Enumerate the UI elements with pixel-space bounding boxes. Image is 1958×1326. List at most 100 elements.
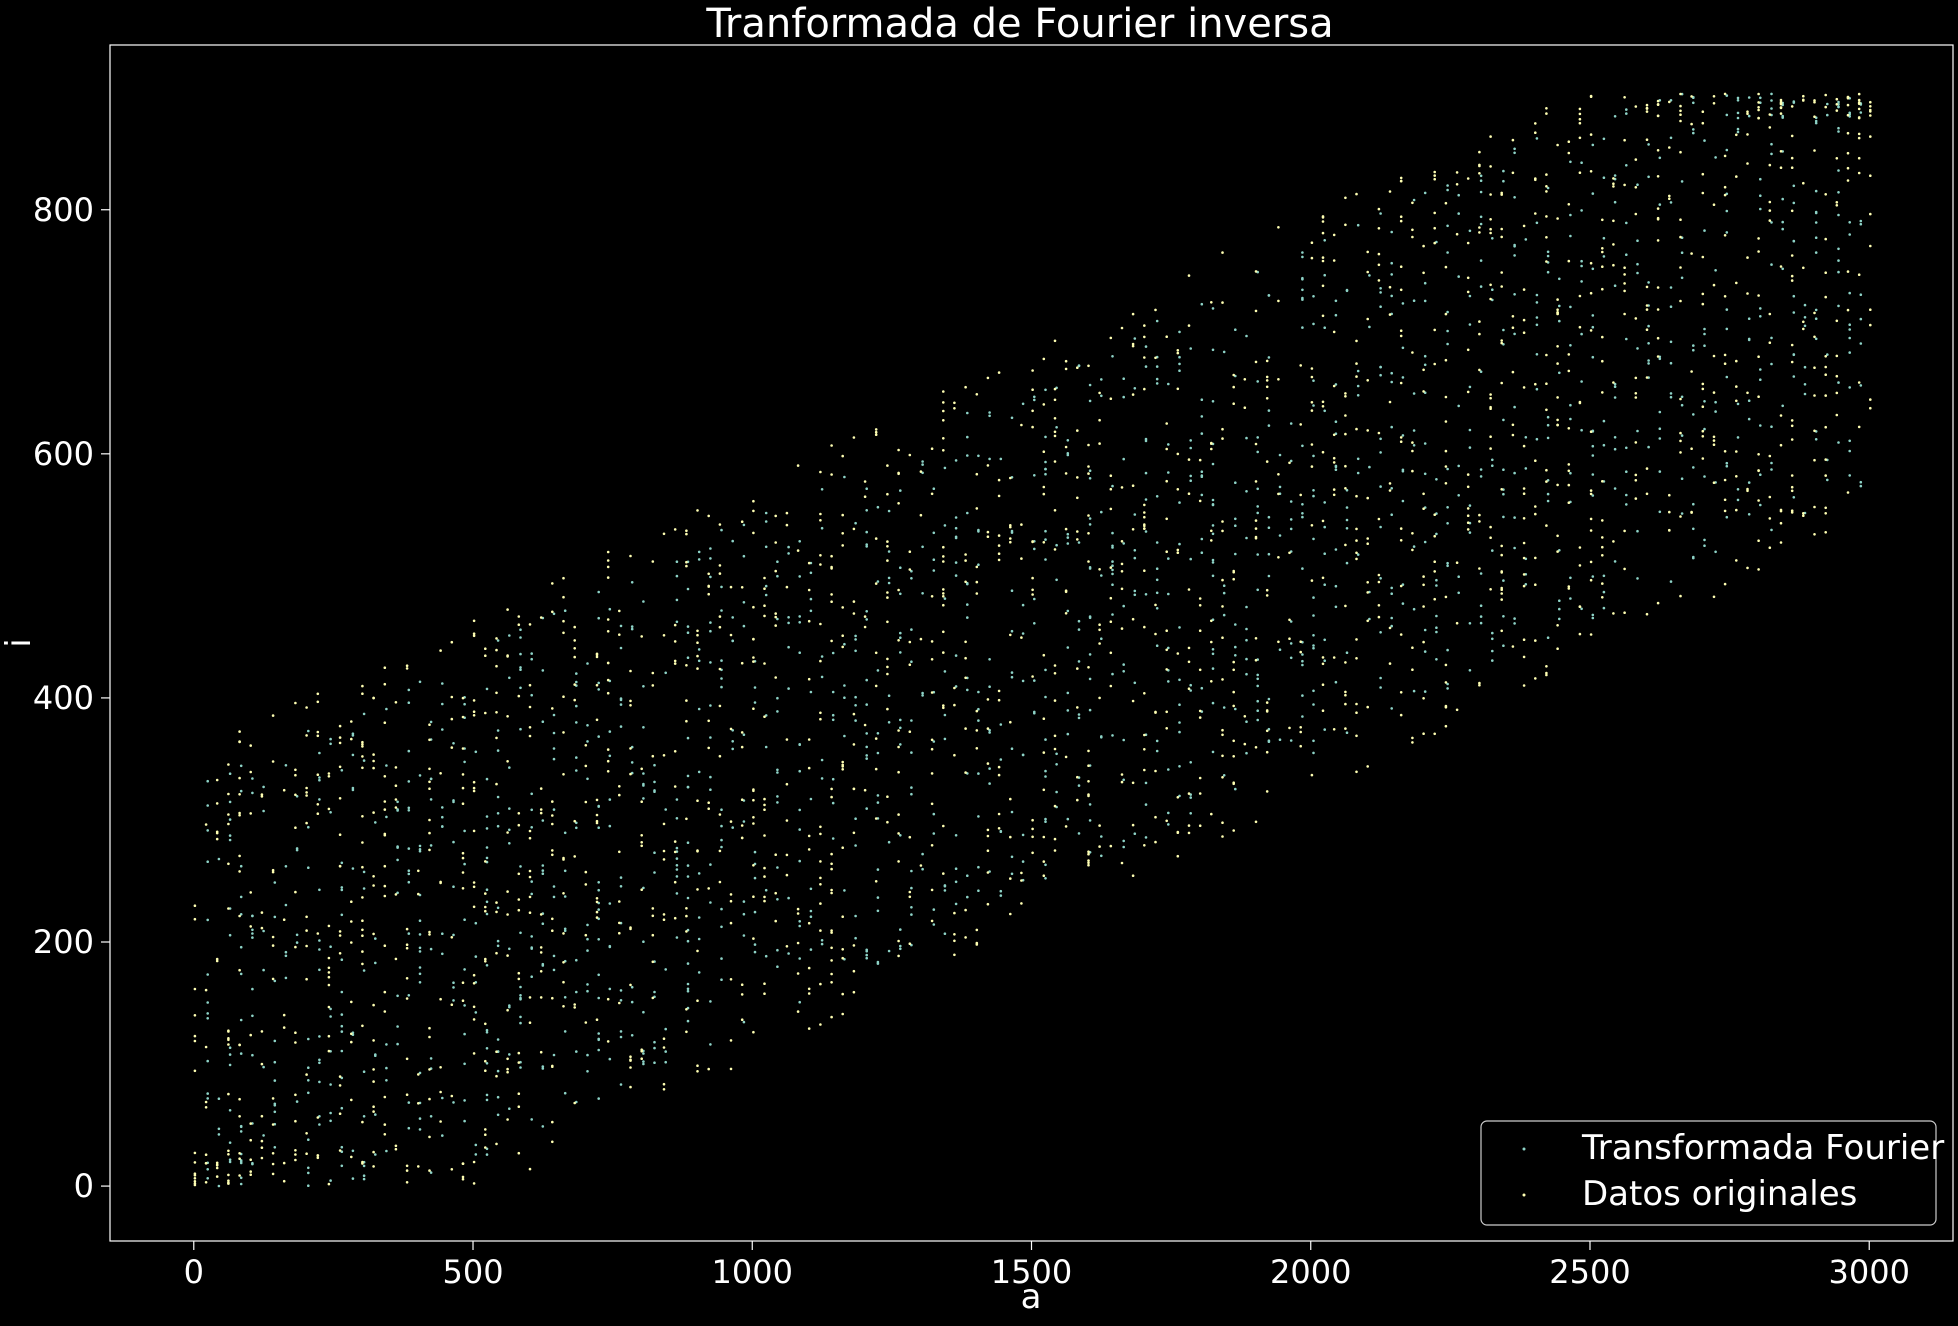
data-point xyxy=(997,698,1001,702)
data-point xyxy=(1444,724,1448,728)
data-point xyxy=(1165,710,1168,714)
data-point xyxy=(1524,583,1528,586)
data-point xyxy=(1489,227,1492,231)
data-point xyxy=(1334,605,1338,609)
data-point xyxy=(1848,221,1851,224)
data-point xyxy=(573,647,576,650)
data-point xyxy=(718,615,722,618)
data-point xyxy=(1310,375,1314,379)
data-point xyxy=(1435,626,1438,629)
data-point xyxy=(584,870,588,874)
data-point xyxy=(1379,676,1382,680)
data-point xyxy=(307,729,310,733)
data-point xyxy=(1824,512,1827,515)
data-point xyxy=(1323,326,1326,330)
data-point xyxy=(830,1015,833,1019)
data-point xyxy=(1211,558,1215,562)
data-point xyxy=(204,988,208,992)
data-point xyxy=(1444,358,1448,362)
data-point xyxy=(988,728,991,732)
data-point xyxy=(1478,513,1481,517)
data-point xyxy=(1578,121,1582,125)
data-point xyxy=(697,707,701,711)
data-point xyxy=(1869,406,1872,410)
data-point xyxy=(787,645,790,649)
data-point xyxy=(930,640,934,643)
data-point xyxy=(418,1117,422,1120)
data-point xyxy=(1747,317,1751,321)
data-point xyxy=(506,1070,509,1074)
data-point xyxy=(472,632,476,635)
data-point xyxy=(495,782,498,786)
data-point xyxy=(1288,618,1291,622)
data-point xyxy=(942,824,945,828)
data-point xyxy=(1077,716,1081,720)
data-point xyxy=(485,1031,489,1034)
data-point xyxy=(597,938,600,941)
data-point xyxy=(295,795,299,798)
data-point xyxy=(1813,505,1816,509)
data-point xyxy=(1489,536,1492,539)
data-point xyxy=(1131,484,1135,488)
data-point xyxy=(1466,507,1470,510)
data-point xyxy=(517,971,521,975)
data-point xyxy=(239,864,243,868)
data-point xyxy=(1656,103,1660,106)
data-point xyxy=(1580,332,1583,336)
data-point xyxy=(271,870,275,874)
data-point xyxy=(865,732,868,735)
data-point xyxy=(1513,546,1516,550)
data-point xyxy=(1824,237,1827,241)
data-point xyxy=(1623,282,1626,285)
data-point xyxy=(1813,458,1816,462)
data-point xyxy=(350,900,353,903)
data-point xyxy=(1466,390,1470,394)
data-point xyxy=(1468,385,1472,389)
data-point xyxy=(362,712,366,716)
data-point xyxy=(740,520,744,523)
data-point xyxy=(1198,776,1202,780)
data-point xyxy=(282,1161,286,1165)
data-point xyxy=(1211,561,1215,564)
data-point xyxy=(819,659,822,663)
data-point xyxy=(429,1115,433,1118)
data-point xyxy=(753,850,757,854)
data-point xyxy=(1399,381,1403,385)
data-point xyxy=(1802,320,1805,324)
data-point xyxy=(1321,683,1325,686)
data-point xyxy=(997,371,1001,374)
data-point xyxy=(1165,727,1168,730)
data-point xyxy=(841,992,844,996)
data-point xyxy=(1211,503,1215,506)
data-point xyxy=(405,927,409,931)
data-point xyxy=(1210,301,1213,304)
data-point xyxy=(1388,626,1392,630)
data-point xyxy=(1545,112,1548,115)
data-point xyxy=(606,997,610,1001)
data-point xyxy=(642,1010,645,1014)
data-point xyxy=(830,593,833,596)
data-point xyxy=(720,957,723,960)
data-point xyxy=(1757,92,1760,96)
data-point xyxy=(1725,464,1729,468)
data-point xyxy=(1602,590,1606,594)
data-point xyxy=(1757,108,1760,112)
data-point xyxy=(539,996,543,999)
data-point xyxy=(1399,265,1403,269)
data-point xyxy=(1736,116,1740,120)
data-point xyxy=(1232,690,1235,694)
data-point xyxy=(1735,359,1738,363)
data-point xyxy=(899,743,902,746)
data-point xyxy=(1187,588,1191,591)
data-point xyxy=(1066,691,1070,695)
data-point xyxy=(966,874,969,877)
data-point xyxy=(1513,471,1516,475)
data-point xyxy=(966,688,969,692)
data-point xyxy=(586,989,589,993)
data-point xyxy=(238,776,241,780)
data-point xyxy=(329,1083,332,1086)
data-point xyxy=(372,811,375,814)
data-point xyxy=(1332,259,1336,262)
data-point xyxy=(1066,817,1070,821)
data-point xyxy=(1546,499,1550,503)
